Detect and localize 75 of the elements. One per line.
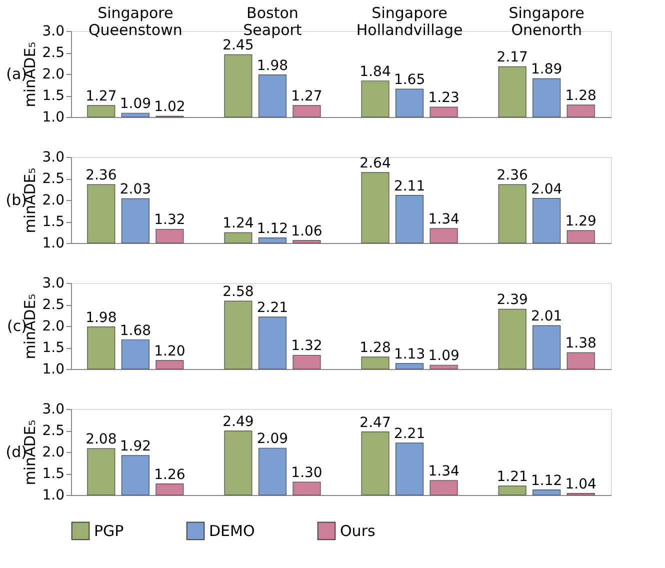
y-tick-label: 2.0 xyxy=(42,192,64,208)
data-label: 1.12 xyxy=(256,220,288,237)
data-label: 1.30 xyxy=(291,465,322,482)
data-label: 1.09 xyxy=(428,348,460,364)
y-tick-label: 2.5 xyxy=(42,171,64,187)
data-label: 2.36 xyxy=(86,168,117,184)
data-label: 2.08 xyxy=(86,432,117,448)
y-tick-label: 1.0 xyxy=(42,236,64,252)
data-label: 1.68 xyxy=(120,322,151,339)
data-label: 2.36 xyxy=(496,168,528,184)
data-label: 1.98 xyxy=(86,310,117,326)
data-label: 1.28 xyxy=(360,340,391,356)
data-label: 2.17 xyxy=(496,50,528,66)
data-label: 1.27 xyxy=(86,88,117,104)
data-label: 1.84 xyxy=(360,64,391,80)
data-label: 1.20 xyxy=(154,343,186,360)
data-label: 1.34 xyxy=(428,211,460,228)
data-label: 1.12 xyxy=(531,472,562,489)
y-tick-label: 2.5 xyxy=(42,297,64,313)
data-label: 2.45 xyxy=(222,38,254,54)
data-label: 2.39 xyxy=(496,292,528,308)
data-label: 1.32 xyxy=(291,338,322,354)
data-label: 1.34 xyxy=(428,463,460,480)
data-label: 2.21 xyxy=(256,300,288,316)
data-label: 1.92 xyxy=(120,438,151,454)
data-label: 1.98 xyxy=(256,58,288,74)
y-tick-label: 2.5 xyxy=(42,423,64,439)
x-tick-label: Singapore Hollandvillage xyxy=(356,4,463,39)
y-tick-label: 1.5 xyxy=(42,214,64,230)
data-label: 2.03 xyxy=(120,182,151,198)
y-tick-label: 1.0 xyxy=(42,362,64,378)
data-label: 2.47 xyxy=(360,414,391,431)
y-tick-label: 2.0 xyxy=(42,318,64,334)
data-label: 1.28 xyxy=(565,88,596,104)
y-tick-label: 3.0 xyxy=(42,402,64,418)
data-label: 2.64 xyxy=(360,155,391,172)
data-label: 1.04 xyxy=(565,476,597,492)
y-tick-label: 3.0 xyxy=(42,24,64,40)
data-label: 1.06 xyxy=(291,223,322,240)
data-label: 2.21 xyxy=(394,426,426,442)
data-label: 2.49 xyxy=(222,414,254,430)
data-label: 1.26 xyxy=(154,466,186,483)
data-label: 1.21 xyxy=(496,468,528,485)
x-tick-label: Boston Seaport xyxy=(243,4,302,39)
x-tick-label: Singapore Queenstown xyxy=(88,4,182,39)
data-label: 1.09 xyxy=(120,96,151,112)
legend-label: PGP xyxy=(94,522,124,540)
y-tick-label: 1.5 xyxy=(42,340,64,356)
data-label: 2.01 xyxy=(531,308,562,325)
data-label: 1.38 xyxy=(565,336,596,352)
data-label: 1.89 xyxy=(531,62,562,78)
y-tick-label: 2.0 xyxy=(42,66,64,82)
y-tick-label: 1.0 xyxy=(42,488,64,504)
data-label: 2.11 xyxy=(394,178,426,194)
data-label: 2.58 xyxy=(222,284,254,300)
data-label: 2.04 xyxy=(531,181,562,198)
y-tick-label: 2.0 xyxy=(42,444,64,460)
y-tick-label: 1.5 xyxy=(42,88,64,104)
y-tick-label: 2.5 xyxy=(42,45,64,61)
data-label: 2.09 xyxy=(256,431,288,448)
y-tick-label: 1.0 xyxy=(42,110,64,126)
data-label: 1.24 xyxy=(222,216,254,232)
data-label: 1.65 xyxy=(394,72,426,88)
legend-label: DEMO xyxy=(209,522,255,540)
data-label: 1.29 xyxy=(565,214,596,230)
data-label: 1.27 xyxy=(291,88,322,104)
y-tick-label: 1.5 xyxy=(42,466,64,482)
y-tick-label: 3.0 xyxy=(42,276,64,292)
data-label: 1.02 xyxy=(154,99,186,116)
x-tick-label: Singapore Onenorth xyxy=(508,4,584,39)
data-label: 1.23 xyxy=(428,90,460,106)
legend-label: Ours xyxy=(340,522,376,540)
data-label: 1.13 xyxy=(394,346,426,362)
data-label: 1.32 xyxy=(154,212,186,228)
y-tick-label: 3.0 xyxy=(42,150,64,166)
